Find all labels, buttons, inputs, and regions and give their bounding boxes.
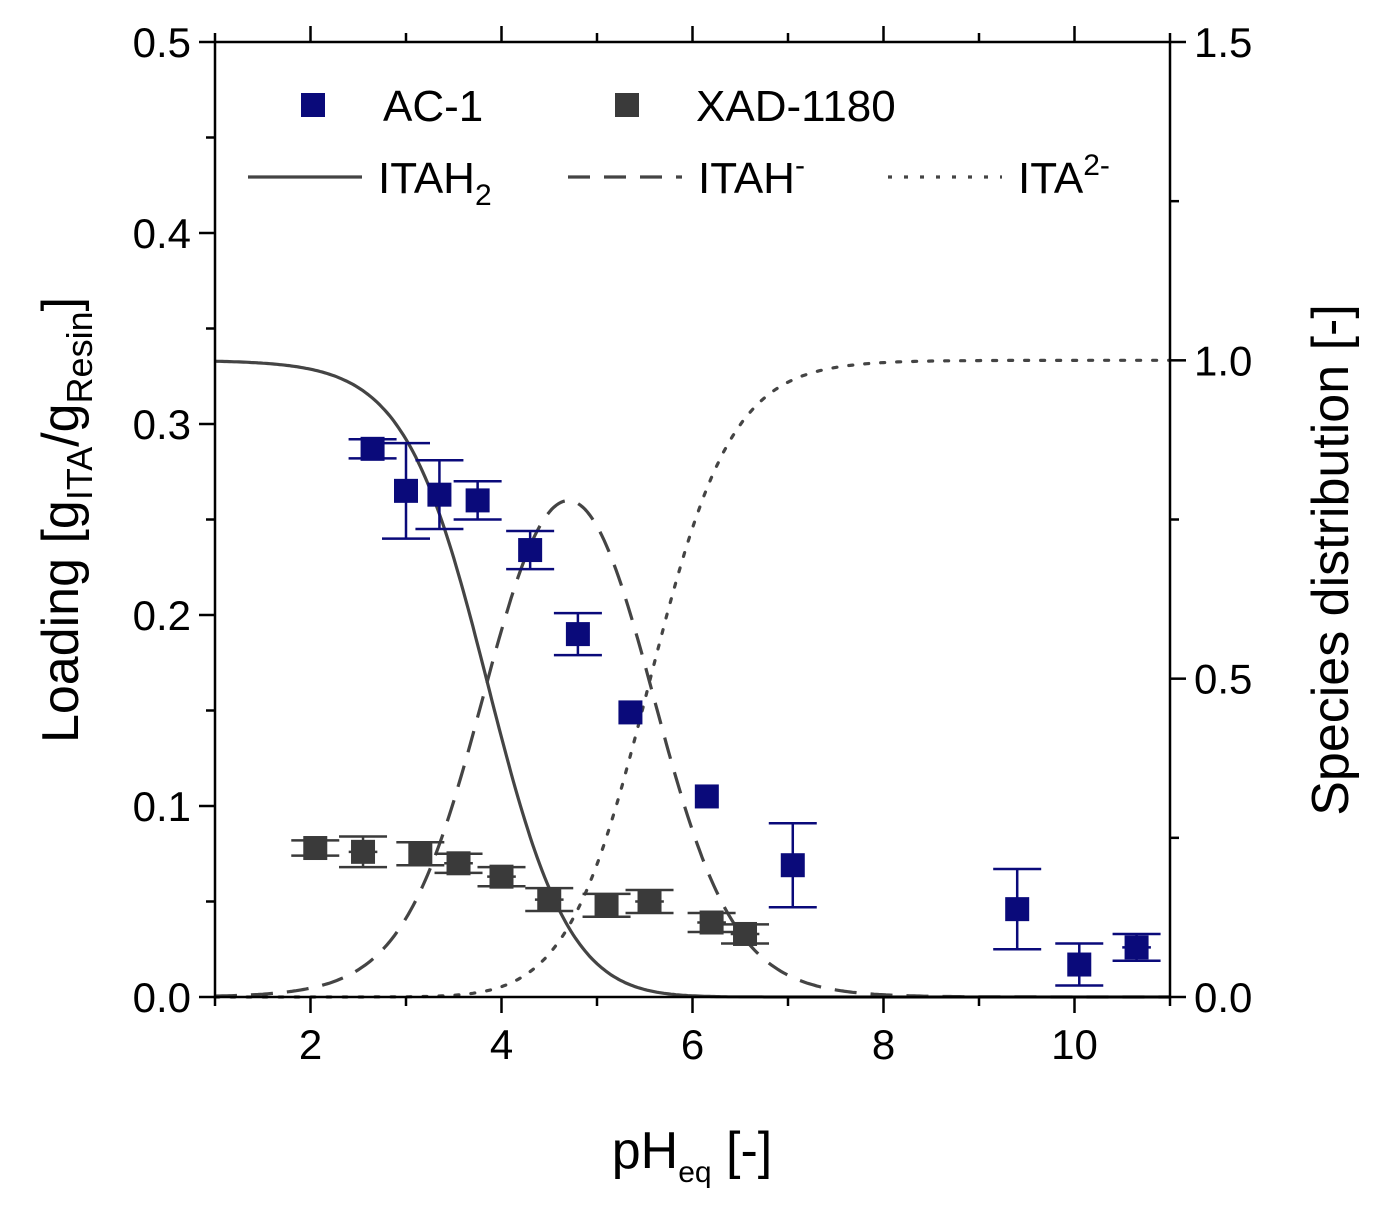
y-left-axis-title: Loading [gITA/gResin] (32, 297, 100, 743)
data-point (1005, 897, 1030, 922)
x-tick-label: 2 (299, 1021, 322, 1068)
data-point (351, 839, 376, 864)
y-right-tick-label: 1.5 (1194, 19, 1252, 66)
curve-HA- (214, 498, 1170, 999)
data-point (465, 488, 490, 513)
x-tick-label: 10 (1051, 1021, 1098, 1068)
y-left-tick-label: 0.3 (133, 401, 191, 448)
data-point (518, 538, 543, 563)
data-point (1067, 952, 1092, 977)
axis-labels: pHeq [-] Loading [gITA/gResin] Species dis… (32, 297, 1360, 1189)
legend-label-ac1: AC-1 (383, 82, 483, 131)
data-point (694, 784, 719, 809)
data-point (1124, 935, 1149, 960)
data-point (780, 853, 805, 878)
data-point (733, 921, 758, 946)
legend-label-HA-: ITAH- (698, 149, 805, 203)
data-point (537, 887, 562, 912)
data-point (489, 864, 514, 889)
data-point (637, 889, 662, 914)
data-point (594, 893, 619, 918)
legend-marker-ac1 (301, 93, 325, 117)
x-tick-label: 8 (872, 1021, 895, 1068)
y-left-tick-label: 0.2 (133, 592, 191, 639)
legend-marker-xad (615, 93, 639, 117)
data-point (427, 482, 452, 507)
legend-label-H2A: ITAH2 (378, 154, 492, 212)
x-axis-title: pHeq [-] (612, 1122, 773, 1189)
axes: 2 4 6 8 10 0.0 0.1 0.2 0.3 0.4 0.5 0.0 0.5 1.0 1.5 (133, 19, 1253, 1068)
x-tick-label: 6 (681, 1021, 704, 1068)
data-point (394, 478, 418, 503)
y-left-tick-label: 0.0 (133, 974, 191, 1021)
data-point (699, 910, 724, 935)
data-point (303, 836, 328, 861)
data-point (618, 700, 643, 725)
y-right-tick-label: 1.0 (1194, 337, 1252, 384)
y-right-tick-label: 0.0 (1194, 974, 1252, 1021)
y-left-tick-label: 0.5 (133, 19, 191, 66)
x-tick-label: 4 (490, 1021, 513, 1068)
series-XAD-1180 (291, 835, 770, 946)
legend: AC-1 XAD-1180 ITAH2 ITAH- ITA2- (248, 82, 1110, 212)
y-right-axis-title: Species distribution [-] (1302, 304, 1360, 816)
y-left-tick-label: 0.1 (133, 783, 191, 830)
y-left-tick-label: 0.4 (133, 210, 191, 257)
legend-label-A2-: ITA2- (1018, 149, 1110, 203)
data-points (291, 436, 1161, 987)
data-point (565, 622, 590, 647)
y-right-tick-label: 0.5 (1194, 656, 1252, 703)
legend-label-xad: XAD-1180 (696, 82, 896, 131)
data-point (360, 436, 385, 461)
data-point (408, 841, 433, 866)
series-AC-1 (348, 436, 1161, 987)
data-point (446, 851, 471, 876)
